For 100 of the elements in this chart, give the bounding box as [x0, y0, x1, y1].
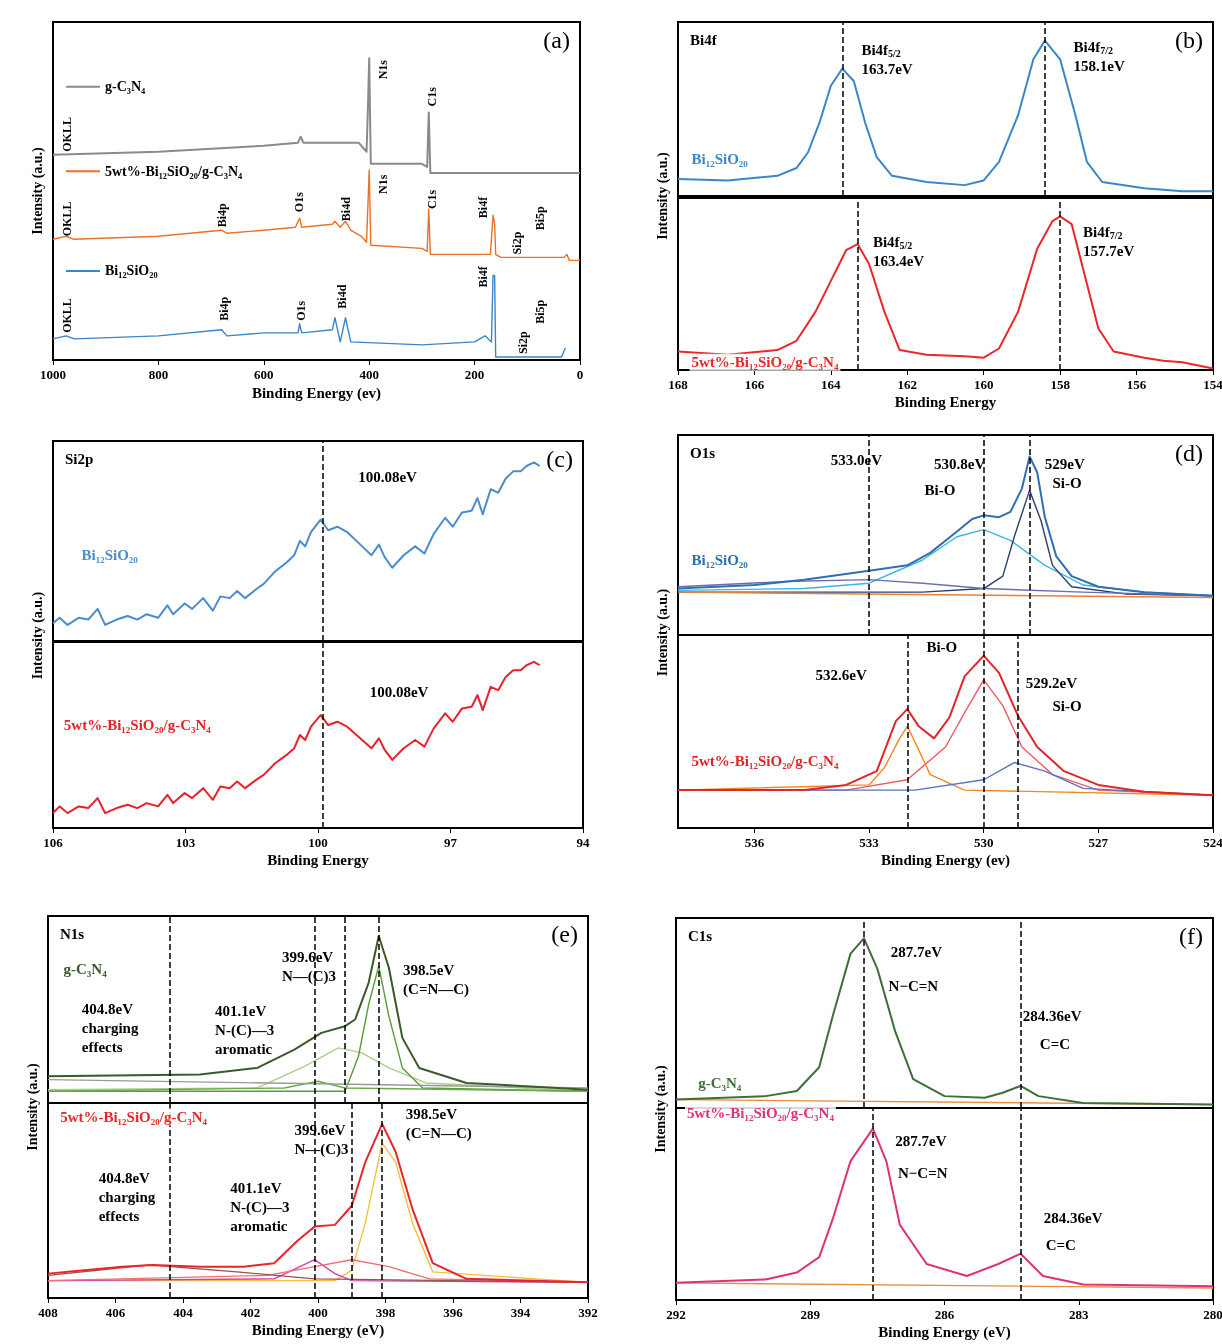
annotation: 532.6eV [815, 666, 867, 683]
annotation: 401.1eV N-(C)—3 aromatic [215, 1002, 275, 1057]
annotation: C1s [425, 86, 440, 107]
x-tick-label: 408 [38, 1305, 59, 1320]
annotation: N1s [376, 59, 391, 80]
annotation: 287.7eV [890, 943, 943, 960]
annotation: 100.08eV [369, 683, 429, 700]
annotation: Bi4p [214, 202, 229, 228]
annotation: 530.8eV [934, 455, 986, 472]
y-axis-title: Intensity (a.u.) [652, 1064, 669, 1153]
x-tick-label: 406 [105, 1305, 126, 1320]
x-tick-label: 1000 [40, 367, 66, 382]
annotation: Bi4f [476, 195, 491, 219]
annotation: Si-O [1052, 697, 1082, 714]
annotation: O1s [291, 191, 306, 213]
series-label: Bi₁₂SiO₂₀ [691, 150, 749, 167]
annotation: C=C [1039, 1035, 1071, 1052]
x-axis-title: Binding Energy (eV) [878, 1323, 1011, 1341]
x-axis-title: Binding Energy [267, 851, 370, 868]
legend-label: Bi₁₂SiO₂₀ [105, 263, 158, 279]
annotation: Si2p [510, 231, 525, 255]
x-tick-label: 164 [821, 377, 842, 392]
x-tick-label: 106 [43, 835, 64, 850]
legend-label: 5wt%-Bi₁₂SiO₂₀/g-C₃N₄ [105, 163, 243, 179]
annotation: 100.08eV [358, 468, 418, 485]
legend-label: g-C₃N₄ [105, 79, 147, 95]
chart-subtitle: C1s [688, 927, 713, 944]
text: 5wt%-Bi₁₂SiO₂₀/g-C₃N₄ [60, 1108, 208, 1125]
chart-subtitle: O1s [690, 444, 716, 461]
x-tick-label: 533 [859, 835, 880, 850]
x-tick-label: 160 [973, 377, 994, 392]
annotation: 398.5eV (C=N—C) [405, 1106, 472, 1143]
annotation: 404.8eV charging effects [98, 1170, 156, 1225]
x-axis-title: Binding Energy (ev) [251, 385, 382, 403]
text: 5wt%-Bi₁₂SiO₂₀/g-C₃N₄ [686, 1105, 835, 1122]
annotation: Bi4d [335, 284, 350, 309]
annotation: N1s [376, 174, 391, 195]
text: Bi₁₂SiO₂₀ [81, 547, 139, 564]
x-tick-label: 396 [443, 1305, 464, 1320]
text: 5wt%-Bi₁₂SiO₂₀/g-C₃N₄ [63, 717, 212, 734]
annotation: Si-O [1052, 475, 1082, 492]
annotation: 399.6eV N—(C)3 [294, 1122, 349, 1159]
annotation: 529.2eV [1025, 675, 1078, 692]
annotation: Bi4p [216, 296, 231, 321]
chart-subtitle: N1s [60, 925, 85, 942]
x-tick-label: 404 [173, 1305, 194, 1320]
annotation: 533.0eV [830, 452, 883, 468]
x-tick-label: 289 [800, 1307, 821, 1322]
y-axis-title: Intensity (a.u.) [29, 146, 46, 235]
annotation: N−C=N [897, 1165, 948, 1182]
y-axis-title: Intensity (a.u.) [29, 591, 46, 680]
annotation: N−C=N [888, 977, 939, 994]
x-tick-label: 94 [576, 835, 590, 850]
x-tick-label: 394 [510, 1305, 531, 1320]
chart-title: (d) [1175, 440, 1203, 466]
annotation: OKLL [60, 117, 75, 152]
y-axis-title: Intensity (a.u.) [654, 151, 671, 240]
annotation: Bi5p [532, 299, 547, 324]
annotation: C1s [425, 189, 440, 210]
annotation: Bi4d [339, 196, 354, 222]
x-tick-label: 530 [973, 835, 994, 850]
annotation: 284.36eV [1022, 1008, 1082, 1025]
annotation: 401.1eV N-(C)—3 aromatic [230, 1180, 290, 1235]
x-tick-label: 103 [175, 835, 196, 850]
text: Bi-O [926, 639, 958, 656]
x-tick-label: 200 [464, 367, 485, 382]
x-tick-label: 800 [148, 367, 169, 382]
series-label: 5wt%-Bi₁₂SiO₂₀/g-C₃N₄ [691, 752, 839, 769]
x-tick-label: 158 [1050, 377, 1071, 392]
x-axis-title: Binding Energy (ev) [880, 851, 1011, 869]
x-tick-label: 168 [668, 377, 689, 392]
annotation: 398.5eV (C=N—C) [403, 961, 470, 998]
chart-subtitle: Si2p [65, 450, 94, 467]
x-tick-label: 400 [359, 367, 379, 382]
x-tick-label: 400 [308, 1305, 328, 1320]
y-axis-title: Intensity (a.u.) [654, 588, 671, 677]
x-tick-label: 524 [1203, 835, 1222, 850]
text: g-C₃N₄ [63, 961, 108, 978]
series-label: 5wt%-Bi₁₂SiO₂₀/g-C₃N₄ [691, 354, 839, 371]
chart-title: (f) [1179, 923, 1203, 949]
annotation: O1s [293, 300, 308, 321]
x-axis-title: Binding Energy (eV) [251, 1321, 385, 1339]
annotation: 404.8eV charging effects [81, 1000, 139, 1055]
annotation: Bi-O [924, 482, 956, 499]
annotation: 399.6eV N—(C)3 [281, 948, 337, 985]
annotation: 529eV [1044, 455, 1086, 472]
series-label: g-C₃N₄ [698, 1074, 742, 1091]
x-tick-label: 100 [308, 835, 328, 850]
chart-title: (a) [543, 27, 570, 53]
annotation: C=C [1045, 1237, 1076, 1254]
x-tick-label: 283 [1069, 1307, 1089, 1322]
annotation: Si2p [515, 330, 530, 354]
x-tick-label: 156 [1126, 377, 1147, 392]
annotation: 284.36eV [1043, 1209, 1103, 1226]
x-tick-label: 392 [578, 1305, 598, 1320]
x-tick-label: 162 [897, 377, 918, 392]
x-tick-label: 286 [934, 1307, 955, 1322]
series-label: Bi₁₂SiO₂₀ [691, 552, 749, 568]
x-tick-label: 527 [1088, 835, 1109, 850]
chart-title: (b) [1175, 27, 1203, 53]
